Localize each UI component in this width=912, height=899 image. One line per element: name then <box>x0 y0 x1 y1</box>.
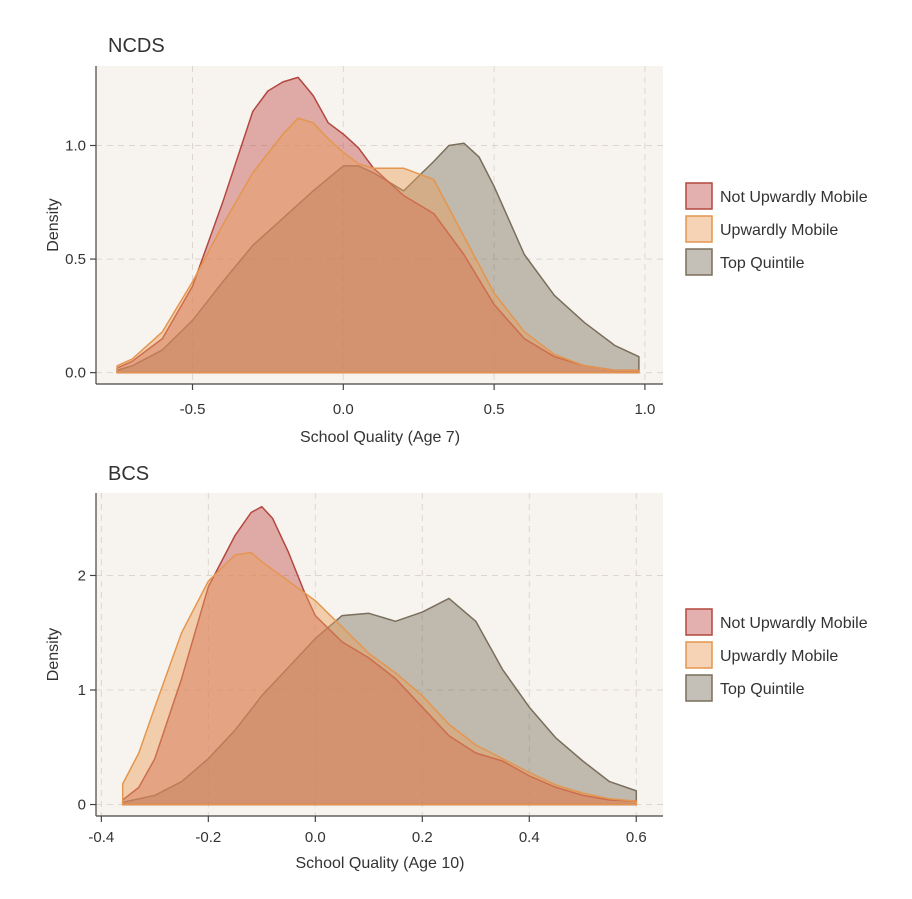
chart-panel-ncds: -0.5 0.0 0.5 1.0 0.0 0.5 1.0 NCDS School Quality… <box>45 35 868 446</box>
legend-swatch <box>685 182 713 210</box>
legend-label: Upwardly Mobile <box>720 222 838 239</box>
y-tick-label: 0.0 <box>65 365 86 382</box>
legend: Not Upwardly Mobile Upwardly Mobile Top Qu… <box>685 182 868 276</box>
legend-swatch <box>685 641 713 669</box>
x-axis-label: School Quality (Age 7) <box>300 429 460 446</box>
legend-swatch <box>685 674 713 702</box>
density-area-top-quintile <box>121 597 638 806</box>
panel-title: NCDS <box>108 35 165 57</box>
chart-panel-bcs: -0.4 -0.2 0.0 0.2 0.4 0.6 0 1 2 BCS School Quality… <box>45 463 868 872</box>
density-area-upwardly-mobile <box>116 117 640 374</box>
legend-label: Upwardly Mobile <box>720 648 838 665</box>
legend-swatch <box>685 248 713 276</box>
legend-label: Not Upwardly Mobile <box>720 189 868 206</box>
x-tick-label: -0.2 <box>195 829 221 846</box>
y-tick-label: 1 <box>78 682 86 699</box>
x-tick-label: -0.5 <box>180 401 206 418</box>
y-tick-label: 0 <box>78 797 86 814</box>
legend-label: Not Upwardly Mobile <box>720 615 868 632</box>
x-tick-label: 0.6 <box>626 829 647 846</box>
x-tick-label: -0.4 <box>88 829 114 846</box>
legend-label: Top Quintile <box>720 681 805 698</box>
y-axis-label: Density <box>45 198 62 251</box>
legend-swatch <box>685 215 713 243</box>
density-area-top-quintile <box>116 142 640 374</box>
x-tick-label: 0.2 <box>412 829 433 846</box>
plot-background <box>96 66 663 384</box>
y-tick-label: 2 <box>78 567 86 584</box>
x-tick-label: 0.4 <box>519 829 540 846</box>
x-tick-label: 0.0 <box>333 401 354 418</box>
legend: Not Upwardly Mobile Upwardly Mobile Top Qu… <box>685 608 868 702</box>
x-tick-label: 0.5 <box>484 401 505 418</box>
legend-swatch <box>685 608 713 636</box>
y-tick-label: 0.5 <box>65 251 86 268</box>
density-area-upwardly-mobile <box>121 551 638 806</box>
y-tick-label: 1.0 <box>65 138 86 155</box>
x-axis-label: School Quality (Age 10) <box>296 855 465 872</box>
density-area-not-upwardly-mobile <box>121 505 638 806</box>
plot-background <box>96 493 663 816</box>
x-tick-label: 0.0 <box>305 829 326 846</box>
x-tick-label: 1.0 <box>634 401 655 418</box>
legend-label: Top Quintile <box>720 255 805 272</box>
panel-title: BCS <box>108 463 149 485</box>
y-axis-label: Density <box>45 628 62 681</box>
